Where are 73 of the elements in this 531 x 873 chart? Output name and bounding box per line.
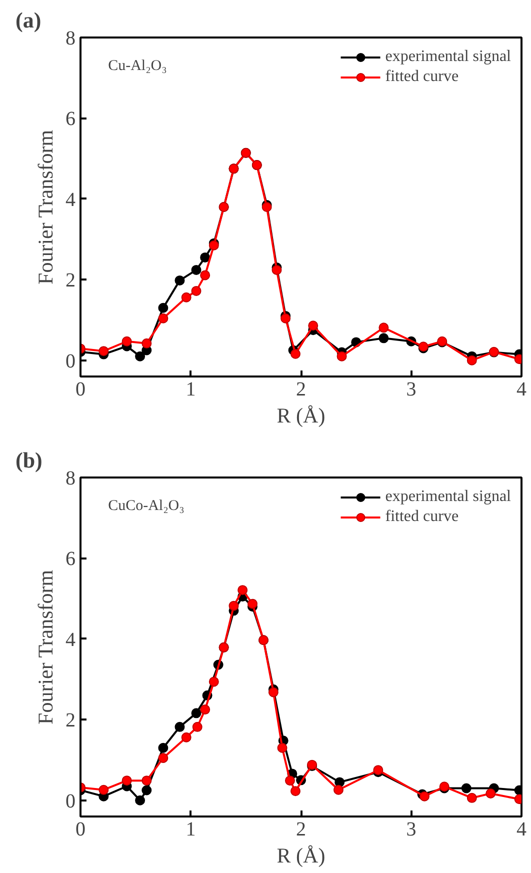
point — [238, 585, 248, 596]
chart-title: (a) — [16, 8, 42, 32]
x-axis-title: R (Å) — [276, 844, 326, 868]
point — [290, 348, 300, 359]
point — [191, 708, 202, 718]
point — [174, 722, 185, 732]
x-axis-title: R (Å) — [276, 404, 326, 428]
point — [486, 788, 496, 798]
x-tick-label: 2 — [296, 378, 306, 400]
point — [208, 676, 219, 687]
point — [191, 264, 202, 275]
point — [158, 313, 168, 324]
point — [135, 795, 146, 806]
y-axis-title: Fourier Transform — [34, 570, 58, 724]
point — [191, 286, 202, 296]
legend-label: fitted curve — [385, 508, 459, 526]
x-tick-label: 3 — [406, 378, 416, 400]
point — [174, 275, 185, 286]
point — [333, 784, 344, 795]
y-tick-label: 8 — [66, 28, 76, 50]
point — [122, 776, 132, 786]
y-tick-label: 4 — [66, 188, 76, 211]
x-tick-label: 3 — [406, 818, 416, 840]
annotation: CuCo-Al₂O₃ — [108, 498, 184, 514]
point — [200, 270, 210, 280]
point — [181, 732, 192, 742]
point — [308, 320, 318, 331]
point — [158, 752, 168, 763]
y-tick-label: 6 — [66, 548, 76, 570]
point — [466, 792, 477, 803]
y-tick-label: 0 — [66, 350, 76, 372]
point — [135, 351, 146, 362]
point — [98, 346, 109, 356]
point — [192, 722, 202, 732]
point — [378, 322, 389, 333]
annotation: Cu-Al₂O₃ — [108, 58, 167, 74]
point — [461, 783, 472, 794]
point — [280, 313, 291, 324]
y-axis-title: Fourier Transform — [34, 130, 58, 284]
point — [466, 355, 477, 366]
y-tick-label: 8 — [66, 468, 76, 490]
point — [284, 776, 295, 786]
point — [200, 252, 210, 262]
point — [142, 338, 152, 348]
point — [336, 351, 347, 362]
legend-label: experimental signal — [385, 48, 511, 66]
x-tick-label: 4 — [516, 378, 526, 400]
point — [277, 742, 288, 753]
point — [228, 600, 239, 611]
point — [98, 784, 109, 795]
y-tick-label: 4 — [66, 628, 76, 651]
point — [142, 776, 152, 786]
point — [122, 336, 132, 346]
x-tick-label: 4 — [516, 818, 526, 840]
point — [378, 333, 389, 344]
y-tick-label: 0 — [66, 790, 76, 812]
point — [247, 598, 258, 609]
chart-title: (b) — [16, 448, 42, 472]
point — [158, 302, 168, 313]
point — [158, 742, 168, 753]
y-tick-label: 2 — [66, 270, 76, 292]
point — [181, 292, 192, 302]
point — [142, 785, 152, 796]
x-tick-label: 1 — [186, 818, 196, 840]
point — [268, 687, 278, 698]
y-tick-label: 2 — [66, 710, 76, 732]
point — [200, 704, 210, 715]
x-tick-label: 2 — [296, 818, 306, 840]
point — [290, 786, 300, 796]
y-tick-label: 6 — [66, 108, 76, 130]
legend-label: fitted curve — [385, 68, 459, 86]
x-tick-label: 1 — [186, 378, 196, 400]
legend-label: experimental signal — [385, 488, 511, 506]
